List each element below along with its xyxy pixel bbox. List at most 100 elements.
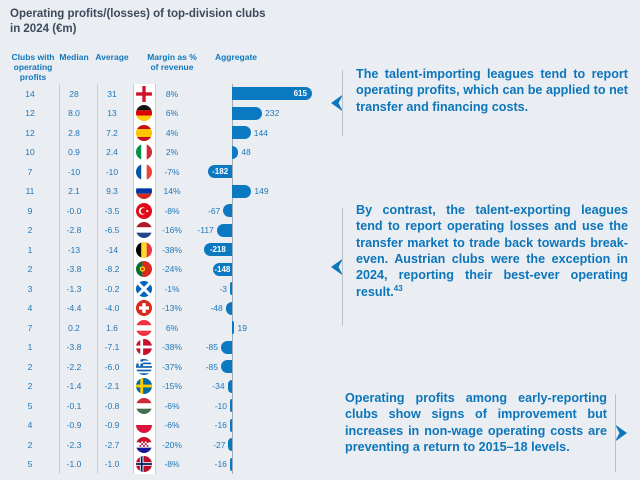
clubs-count: 4	[27, 420, 33, 431]
table-row: 10 0.9 2.4 2% 48	[0, 143, 640, 163]
margin-value: -6%	[164, 400, 180, 411]
flag-icon-portugal	[136, 261, 152, 278]
flag-icon-spain	[136, 124, 152, 141]
median-value: -0.0	[66, 205, 82, 216]
clubs-count: 2	[27, 225, 33, 236]
aggregate-label: -67	[208, 205, 221, 216]
table-row: 7 -10 -10 -7% -182	[0, 162, 640, 182]
clubs-count: 2	[27, 439, 33, 450]
aggregate-label: 48	[241, 147, 251, 158]
aggregate-bar: 615	[232, 87, 312, 100]
average-value: -2.1	[104, 381, 120, 392]
table-row: 1 -13 -14 -38% -218	[0, 240, 640, 260]
aggregate-bar	[220, 340, 232, 354]
clubs-count: 10	[25, 147, 35, 158]
callout-rule	[342, 208, 343, 326]
clubs-count: 1	[27, 244, 33, 255]
flag-icon-belgium	[136, 241, 152, 258]
average-value: -10	[105, 166, 119, 177]
aggregate-label: 232	[265, 108, 280, 119]
clubs-count: 2	[27, 361, 33, 372]
clubs-count: 2	[27, 264, 33, 275]
callout-marker	[614, 394, 628, 472]
callout-rule	[615, 394, 616, 472]
aggregate-bar	[229, 418, 232, 432]
median-value: 8.0	[68, 108, 80, 119]
aggregate-bar	[220, 360, 232, 373]
median-value: -3.8	[66, 342, 82, 353]
median-value: -4.4	[66, 303, 82, 314]
median-value: -1.4	[66, 381, 82, 392]
flag-icon-sweden	[136, 378, 152, 395]
average-value: -14	[105, 244, 119, 255]
average-value: -1.0	[104, 459, 120, 470]
zero-axis-line	[232, 84, 233, 474]
clubs-count: 11	[25, 186, 35, 197]
column-header-clubs: Clubs with operating profits	[11, 52, 55, 83]
callout-marker	[330, 208, 344, 326]
table-row: 5 -0.1 -0.8 -6% -10	[0, 396, 640, 416]
aggregate-bar	[232, 145, 239, 159]
column-header-average: Average	[95, 52, 129, 62]
aggregate-label: -148	[214, 264, 231, 274]
aggregate-bar: -182	[208, 165, 232, 178]
aggregate-bar	[227, 379, 232, 393]
flag-column-background	[133, 84, 155, 474]
average-value: 7.2	[106, 127, 118, 138]
aggregate-label: -85	[205, 361, 218, 372]
average-value: 2.4	[106, 147, 118, 158]
average-value: 31	[107, 88, 117, 99]
column-divider	[97, 84, 98, 474]
flag-icon-italy	[136, 144, 152, 161]
column-divider	[59, 84, 60, 474]
clubs-count: 7	[27, 322, 33, 333]
average-value: 1.6	[106, 322, 118, 333]
average-value: 13	[107, 108, 117, 119]
median-value: -2.8	[66, 225, 82, 236]
table-row: 12 8.0 13 6% 232	[0, 104, 640, 124]
median-value: -13	[67, 244, 81, 255]
callout-marker	[330, 70, 344, 136]
aggregate-bar	[230, 399, 232, 412]
aggregate-label: -27	[213, 439, 226, 450]
callout-body: The talent-importing leagues tend to rep…	[356, 67, 628, 114]
footnote-ref: 43	[393, 283, 403, 293]
median-value: 0.2	[68, 322, 80, 333]
chart-title: Operating profits/(losses) of top-divisi…	[10, 8, 266, 35]
column-header-margin: Margin as % of revenue	[147, 52, 197, 73]
callout-text-early-reporting: Operating profits among early-reporting …	[345, 390, 607, 456]
callout-body: By contrast, the talent-exporting league…	[356, 203, 628, 299]
clubs-count: 4	[27, 303, 33, 314]
average-value: -6.0	[104, 361, 120, 372]
column-header-aggregate: Aggregate	[214, 52, 258, 62]
flag-icon-croatia	[136, 436, 152, 453]
flag-icon-turkey	[136, 202, 152, 219]
margin-value: -8%	[164, 205, 180, 216]
clubs-count: 3	[27, 283, 33, 294]
aggregate-bar	[232, 184, 252, 198]
table-row: 3 -1.3 -0.2 -1% -3	[0, 279, 640, 299]
median-value: 2.8	[68, 127, 80, 138]
flag-icon-netherlands	[136, 222, 152, 239]
median-value: -0.9	[66, 420, 82, 431]
aggregate-bar	[223, 204, 232, 217]
median-value: -3.8	[66, 264, 82, 275]
flag-icon-scotland	[136, 280, 152, 297]
clubs-count: 12	[25, 127, 35, 138]
clubs-count: 9	[27, 205, 33, 216]
average-value: -2.7	[104, 439, 120, 450]
column-divider	[133, 84, 134, 474]
average-value: -7.1	[104, 342, 120, 353]
column-header-median: Median	[59, 52, 89, 62]
flag-icon-switzerland	[136, 300, 152, 317]
aggregate-bar	[232, 106, 263, 120]
table-row: 4 -4.4 -4.0 -13% -48	[0, 299, 640, 319]
average-value: 9.3	[106, 186, 118, 197]
margin-value: -1%	[164, 283, 180, 294]
table-row: 2 -1.4 -2.1 -15% -34	[0, 377, 640, 397]
clubs-count: 2	[27, 381, 33, 392]
margin-value: -6%	[164, 420, 180, 431]
margin-value: -15%	[162, 381, 182, 392]
table-row: 4 -0.9 -0.9 -6% -16	[0, 416, 640, 436]
aggregate-bar	[232, 321, 235, 334]
